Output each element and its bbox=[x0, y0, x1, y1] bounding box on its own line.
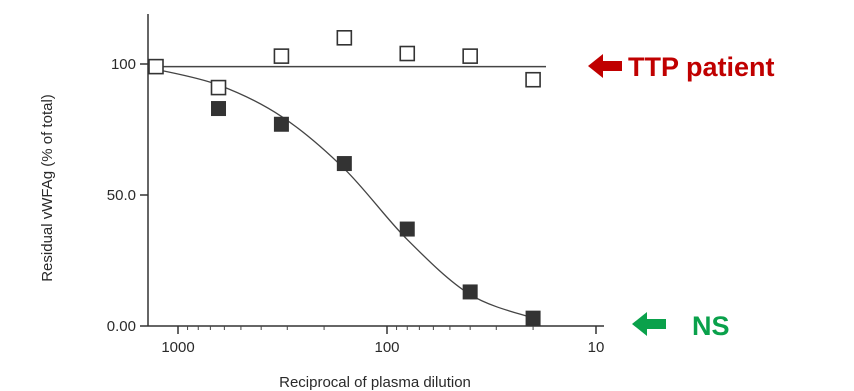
y-tick-label: 100 bbox=[111, 56, 136, 73]
annotation-label: NS bbox=[692, 311, 730, 341]
open-square-point bbox=[525, 71, 541, 88]
y-tick-label: 0.00 bbox=[107, 318, 136, 335]
annotation-label: TTP patient bbox=[628, 52, 775, 82]
filled-square-point bbox=[399, 221, 415, 237]
filled-square-point bbox=[462, 284, 478, 300]
x-axis-title: Reciprocal of plasma dilution bbox=[279, 374, 471, 391]
markers bbox=[148, 29, 541, 326]
open-square-point bbox=[148, 58, 164, 75]
open-square-point bbox=[210, 79, 227, 96]
annotation-arrow-icon bbox=[632, 312, 666, 336]
annotations: TTP patient NS bbox=[588, 52, 775, 341]
filled-square-point bbox=[273, 116, 289, 132]
open-square-point bbox=[399, 45, 416, 62]
x-tick-label: 10 bbox=[588, 339, 605, 356]
tick-labels: 0.00 50.0 100 1000 100 10 bbox=[107, 56, 605, 356]
ticks bbox=[140, 63, 597, 334]
open-square-point bbox=[462, 48, 478, 64]
x-tick-label: 1000 bbox=[161, 339, 194, 356]
x-tick-label: 100 bbox=[374, 339, 399, 356]
filled-square-point bbox=[525, 310, 541, 326]
open-square-point bbox=[273, 48, 290, 64]
annotation-arrow-icon bbox=[588, 54, 622, 78]
y-tick-label: 50.0 bbox=[107, 187, 136, 204]
filled-square-point bbox=[336, 156, 352, 172]
fit-lines bbox=[148, 65, 546, 319]
open-square-point bbox=[336, 29, 353, 46]
axes bbox=[147, 14, 604, 327]
y-axis-title: Residual vWFAg (% of total) bbox=[39, 94, 56, 282]
filled-square-point bbox=[211, 101, 227, 117]
